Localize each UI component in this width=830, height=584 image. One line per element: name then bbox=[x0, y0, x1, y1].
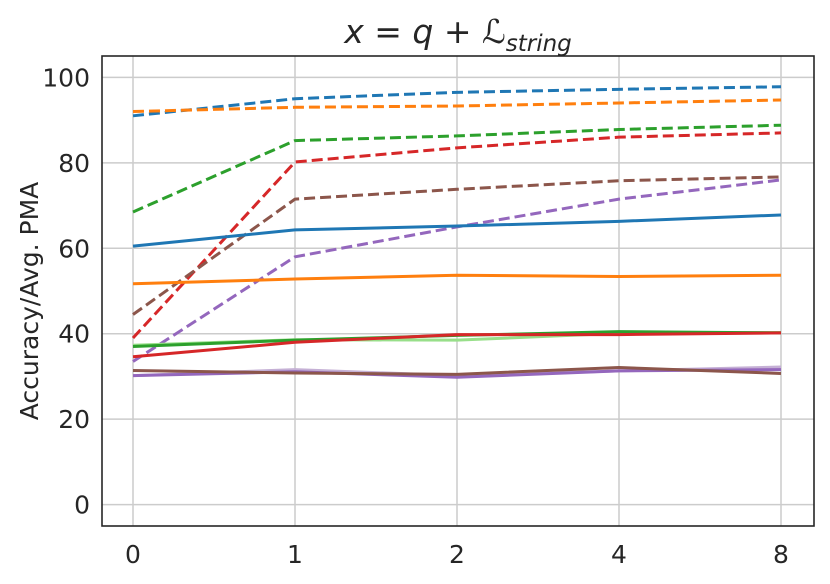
y-tick-label: 80 bbox=[58, 149, 90, 178]
series-lines bbox=[131, 85, 782, 379]
y-tick-label: 20 bbox=[58, 405, 90, 434]
series-line-dashed-1 bbox=[132, 98, 782, 114]
grid-lines bbox=[102, 56, 814, 526]
x-tick-label: 2 bbox=[449, 540, 465, 569]
y-tick-label: 40 bbox=[58, 320, 90, 349]
series-line-solid-7 bbox=[132, 273, 782, 286]
chart-title-subscript: string bbox=[506, 31, 572, 57]
chart-title: x = q + ℒstring bbox=[343, 12, 572, 57]
y-tick-label: 100 bbox=[42, 63, 90, 92]
y-tick-labels: 0 20 40 60 80 100 bbox=[42, 63, 90, 519]
series-line-dashed-0 bbox=[132, 85, 782, 118]
y-tick-label: 60 bbox=[58, 234, 90, 263]
x-tick-label: 8 bbox=[773, 540, 789, 569]
series-line-solid-13 bbox=[132, 365, 782, 376]
x-tick-label: 0 bbox=[125, 540, 141, 569]
y-tick-label: 0 bbox=[74, 491, 90, 520]
y-axis-label: Accuracy/Avg. PMA bbox=[15, 182, 44, 421]
chart-title-main: x = q + ℒ bbox=[343, 12, 506, 51]
x-tick-labels: 0 1 2 4 8 bbox=[125, 540, 789, 569]
series-line-dashed-2 bbox=[132, 123, 782, 214]
x-tick-label: 1 bbox=[287, 540, 303, 569]
series-line-solid-6 bbox=[132, 213, 782, 248]
series-line-solid-10 bbox=[132, 331, 782, 359]
x-tick-label: 4 bbox=[611, 540, 627, 569]
series-line-dashed-4 bbox=[132, 175, 782, 316]
plot-frame bbox=[101, 55, 815, 527]
series-line-dashed-3 bbox=[131, 131, 782, 340]
